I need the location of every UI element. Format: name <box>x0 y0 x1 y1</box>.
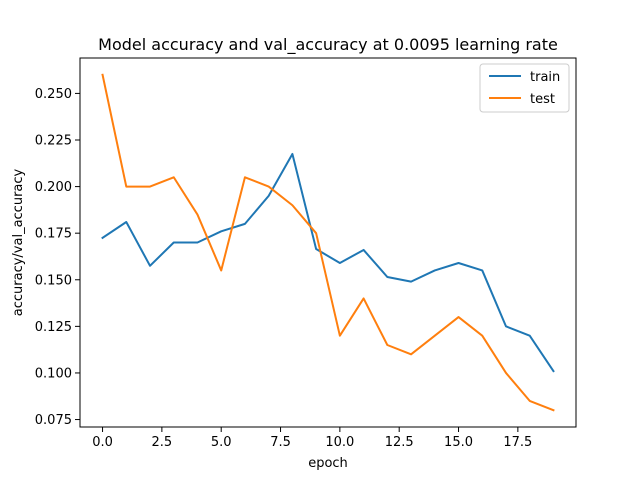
x-tick-label: 0.0 <box>92 435 113 450</box>
x-tick-label: 5.0 <box>211 435 232 450</box>
y-axis-title: accuracy/val_accuracy <box>11 168 26 316</box>
x-tick-label: 7.5 <box>270 435 291 450</box>
x-tick-label: 17.5 <box>503 435 532 450</box>
legend-label-train: train <box>530 70 560 85</box>
y-tick-label: 0.200 <box>35 180 72 195</box>
y-tick-label: 0.075 <box>35 413 72 428</box>
x-tick-label: 15.0 <box>444 435 473 450</box>
legend: train test <box>479 63 570 113</box>
y-tick-label: 0.100 <box>35 366 72 381</box>
plot-frame <box>79 57 577 428</box>
x-axis-title: epoch <box>308 456 348 471</box>
y-tick-label: 0.225 <box>35 134 72 149</box>
x-tick-label: 2.5 <box>152 435 173 450</box>
legend-label-test: test <box>530 92 555 107</box>
y-tick-label: 0.250 <box>35 87 72 102</box>
series-line-train <box>101 152 555 373</box>
chart-title: Model accuracy and val_accuracy at 0.009… <box>98 35 558 55</box>
plot-area: 0.0 2.5 5.0 7.5 10.0 12.5 15.0 17.5 0.075 0.100 0.… <box>35 73 555 450</box>
y-tick-label: 0.175 <box>35 227 72 242</box>
y-tick-label: 0.125 <box>35 320 72 335</box>
y-tick-label: 0.150 <box>35 273 72 288</box>
x-tick-label: 12.5 <box>385 435 414 450</box>
series-line-test <box>101 73 555 412</box>
x-tick-label: 10.0 <box>325 435 354 450</box>
